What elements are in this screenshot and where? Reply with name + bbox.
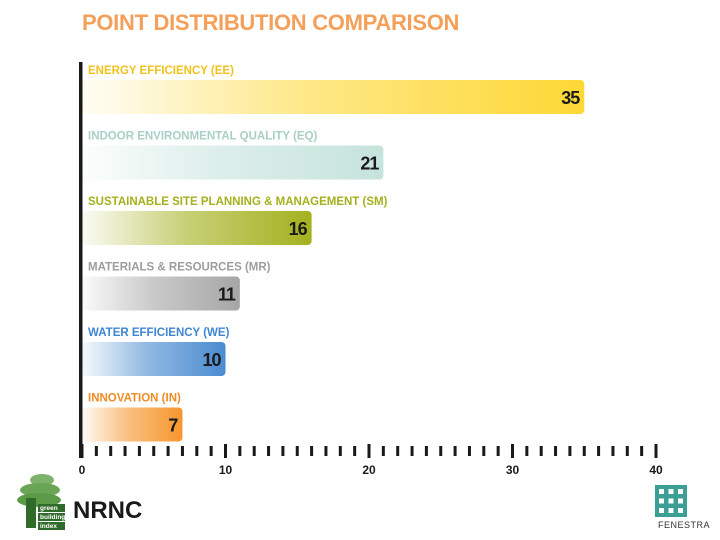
category-label: INNOVATION (IN) (88, 393, 181, 405)
x-axis-minor-tick (324, 446, 328, 456)
x-axis-minor-tick (625, 446, 629, 456)
x-axis-minor-tick (496, 446, 500, 456)
x-tick-label: 0 (79, 463, 86, 477)
category-label: ENERGY EFFICIENCY (EE) (88, 65, 234, 77)
x-axis-minor-tick (353, 446, 357, 456)
green-building-index-logo: green building index (17, 474, 65, 530)
x-tick-label: 20 (362, 463, 376, 477)
x-axis-minor-tick (338, 446, 342, 456)
gbi-logo-text-3: index (40, 523, 57, 530)
x-axis-minor-tick (123, 446, 127, 456)
bar-value-label: 7 (168, 416, 178, 436)
x-axis-minor-tick (310, 446, 314, 456)
bar-value-label: 21 (360, 154, 379, 174)
x-axis-minor-tick (424, 446, 428, 456)
bar (82, 80, 585, 114)
x-tick-label: 30 (506, 463, 520, 477)
x-axis-minor-tick (467, 446, 471, 456)
bar-value-label: 10 (202, 350, 221, 370)
x-tick-label: 10 (219, 463, 233, 477)
bar-value-label: 35 (561, 88, 580, 108)
x-axis-major-tick (80, 444, 84, 458)
x-axis-major-tick (654, 444, 658, 458)
x-axis-minor-tick (195, 446, 199, 456)
bar (82, 407, 183, 442)
x-axis-minor-tick (152, 446, 156, 456)
bar (82, 276, 240, 311)
x-axis-minor-tick (597, 446, 601, 456)
x-axis-minor-tick (410, 446, 414, 456)
x-axis-minor-tick (166, 446, 170, 456)
x-axis-major-tick (367, 444, 371, 458)
category-label: INDOOR ENVIRONMENTAL QUALITY (EQ) (88, 131, 318, 143)
x-axis-minor-tick (539, 446, 543, 456)
category-label: WATER EFFICIENCY (WE) (88, 327, 230, 339)
bar (82, 342, 226, 376)
x-axis-minor-tick (209, 446, 213, 456)
bar-value-label: 16 (289, 219, 308, 239)
x-axis-minor-tick (525, 446, 529, 456)
gbi-logo-text-2: building (40, 514, 65, 521)
x-axis-minor-tick (482, 446, 486, 456)
x-axis-minor-tick (381, 446, 385, 456)
x-axis-minor-tick (281, 446, 285, 456)
x-axis-minor-tick (568, 446, 572, 456)
x-axis-minor-tick (109, 446, 113, 456)
chart-title: POINT DISTRIBUTION COMPARISON (82, 10, 460, 35)
x-axis-minor-tick (238, 446, 242, 456)
fenestra-label: FENESTRA (658, 520, 711, 530)
x-axis-minor-tick (453, 446, 457, 456)
x-axis-minor-tick (611, 446, 615, 456)
x-axis-minor-tick (295, 446, 299, 456)
category-label: SUSTAINABLE SITE PLANNING & MANAGEMENT (… (88, 196, 388, 208)
bar (82, 145, 384, 180)
x-axis-minor-tick (582, 446, 586, 456)
x-axis-minor-tick (180, 446, 184, 456)
y-axis-line (79, 62, 83, 458)
x-axis-minor-tick (267, 446, 271, 456)
x-axis-minor-tick (252, 446, 256, 456)
x-axis-minor-tick (137, 446, 141, 456)
x-axis-minor-tick (554, 446, 558, 456)
nrnc-label: NRNC (73, 497, 143, 524)
x-axis-minor-tick (396, 446, 400, 456)
fenestra-logo (655, 485, 687, 517)
x-axis-minor-tick (640, 446, 644, 456)
bar-value-label: 11 (218, 285, 236, 305)
category-label: MATERIALS & RESOURCES (MR) (88, 262, 271, 274)
x-axis-major-tick (511, 444, 514, 458)
gbi-logo-text-1: green (40, 505, 58, 512)
x-axis-major-tick (224, 444, 227, 458)
x-tick-label: 40 (649, 463, 663, 477)
x-axis-minor-tick (94, 446, 98, 456)
x-axis-minor-tick (439, 446, 443, 456)
bar (82, 211, 312, 245)
